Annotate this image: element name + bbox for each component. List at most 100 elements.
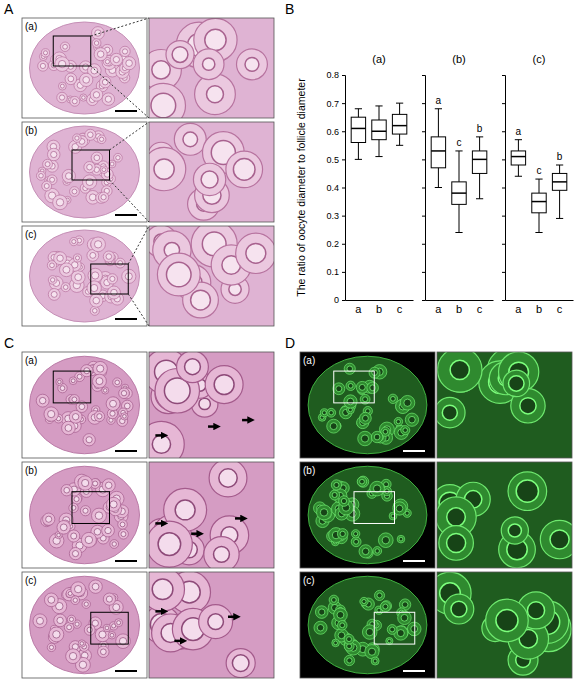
image-frame <box>22 18 147 118</box>
whisker-cap-max <box>515 139 522 140</box>
oocyte <box>331 598 336 603</box>
arrow <box>191 532 200 535</box>
image-panel: (a)(b)(c) <box>300 348 579 678</box>
whisker-lower <box>518 165 519 176</box>
oocyte <box>71 533 77 539</box>
y-tick <box>502 159 505 160</box>
box-chart: 00.10.20.30.40.50.60.70.8abc(a)The ratio… <box>295 53 414 315</box>
y-tick <box>502 272 505 273</box>
oocyte <box>245 57 259 71</box>
oocyte <box>496 609 518 631</box>
oocyte <box>91 67 98 74</box>
follicle <box>327 408 336 417</box>
oocyte <box>60 84 64 88</box>
image-background <box>22 122 147 222</box>
y-tick: 0.6 <box>326 127 345 137</box>
oocyte <box>550 530 569 549</box>
image-panel: (a)(b)(c) <box>22 18 276 326</box>
whisker-cap-min <box>556 218 563 219</box>
tissue <box>30 126 140 218</box>
box <box>472 151 486 174</box>
box <box>511 151 525 165</box>
oocyte <box>56 199 63 206</box>
x-tick: b <box>536 300 542 315</box>
oocyte <box>57 617 63 623</box>
tissue <box>30 466 140 564</box>
image-frame <box>22 226 147 326</box>
oocyte <box>95 512 102 519</box>
panel-label: C <box>4 335 14 351</box>
follicle <box>334 608 348 622</box>
y-tick <box>422 300 425 301</box>
oocyte <box>83 508 88 513</box>
y-tick <box>422 216 425 217</box>
oocyte <box>82 479 89 486</box>
follicle <box>84 161 95 172</box>
follicle <box>437 352 482 392</box>
box-chart: abc(c)acb <box>502 53 574 315</box>
oocyte <box>86 437 92 443</box>
follicle <box>166 41 194 69</box>
oocyte <box>93 297 100 304</box>
oocyte <box>105 527 111 533</box>
y-tick <box>422 188 425 189</box>
follicle <box>344 363 355 374</box>
follicle <box>371 657 379 665</box>
follicle <box>69 547 81 559</box>
follicle <box>149 521 192 567</box>
image-background <box>300 572 435 678</box>
follicle <box>53 195 68 210</box>
oocyte <box>57 255 63 261</box>
follicle <box>329 595 338 604</box>
y-tick <box>502 216 505 217</box>
oocyte <box>94 41 98 45</box>
follicle <box>71 582 86 597</box>
median <box>552 181 566 183</box>
follicle <box>102 387 109 394</box>
oocyte <box>92 308 97 313</box>
follicle <box>102 524 115 537</box>
follicle <box>54 614 67 627</box>
box <box>372 120 386 140</box>
oocyte <box>63 44 68 49</box>
inset-guide <box>110 122 150 150</box>
oocyte <box>92 272 99 279</box>
follicle <box>157 253 200 296</box>
inset-guide <box>91 18 149 36</box>
x-axis-line <box>426 300 494 301</box>
oocyte <box>334 482 339 487</box>
oocyte <box>183 132 198 147</box>
oocyte <box>72 189 77 194</box>
plot-marks <box>511 140 567 233</box>
x-tick: a <box>435 300 442 315</box>
y-tick: 0.7 <box>326 99 345 109</box>
image-frame <box>149 226 274 326</box>
follicle <box>110 540 119 549</box>
x-tick-label: c <box>477 303 483 315</box>
y-tick-label: 0.3 <box>326 211 339 221</box>
image-frame <box>437 572 572 678</box>
image-background <box>300 462 435 568</box>
whisker-lower <box>459 204 460 232</box>
micrograph <box>22 462 147 568</box>
inset-box <box>91 264 129 294</box>
whisker-lower <box>379 140 380 157</box>
follicle <box>43 513 55 525</box>
plot-marks <box>431 109 487 233</box>
y-tick <box>502 244 505 245</box>
oocyte <box>340 623 345 628</box>
oocyte <box>205 29 226 50</box>
median <box>431 150 445 152</box>
y-tick-label: 0.4 <box>326 183 339 193</box>
scale-bar <box>115 450 137 452</box>
oocyte <box>92 583 99 590</box>
whisker-upper <box>379 106 380 120</box>
follicle <box>107 286 120 299</box>
median <box>532 201 546 203</box>
oocyte <box>329 411 333 415</box>
follicle <box>149 83 185 118</box>
inset-guide <box>128 226 149 264</box>
oocyte <box>334 641 338 645</box>
whisker-lower <box>399 134 400 145</box>
tissue <box>30 576 140 674</box>
